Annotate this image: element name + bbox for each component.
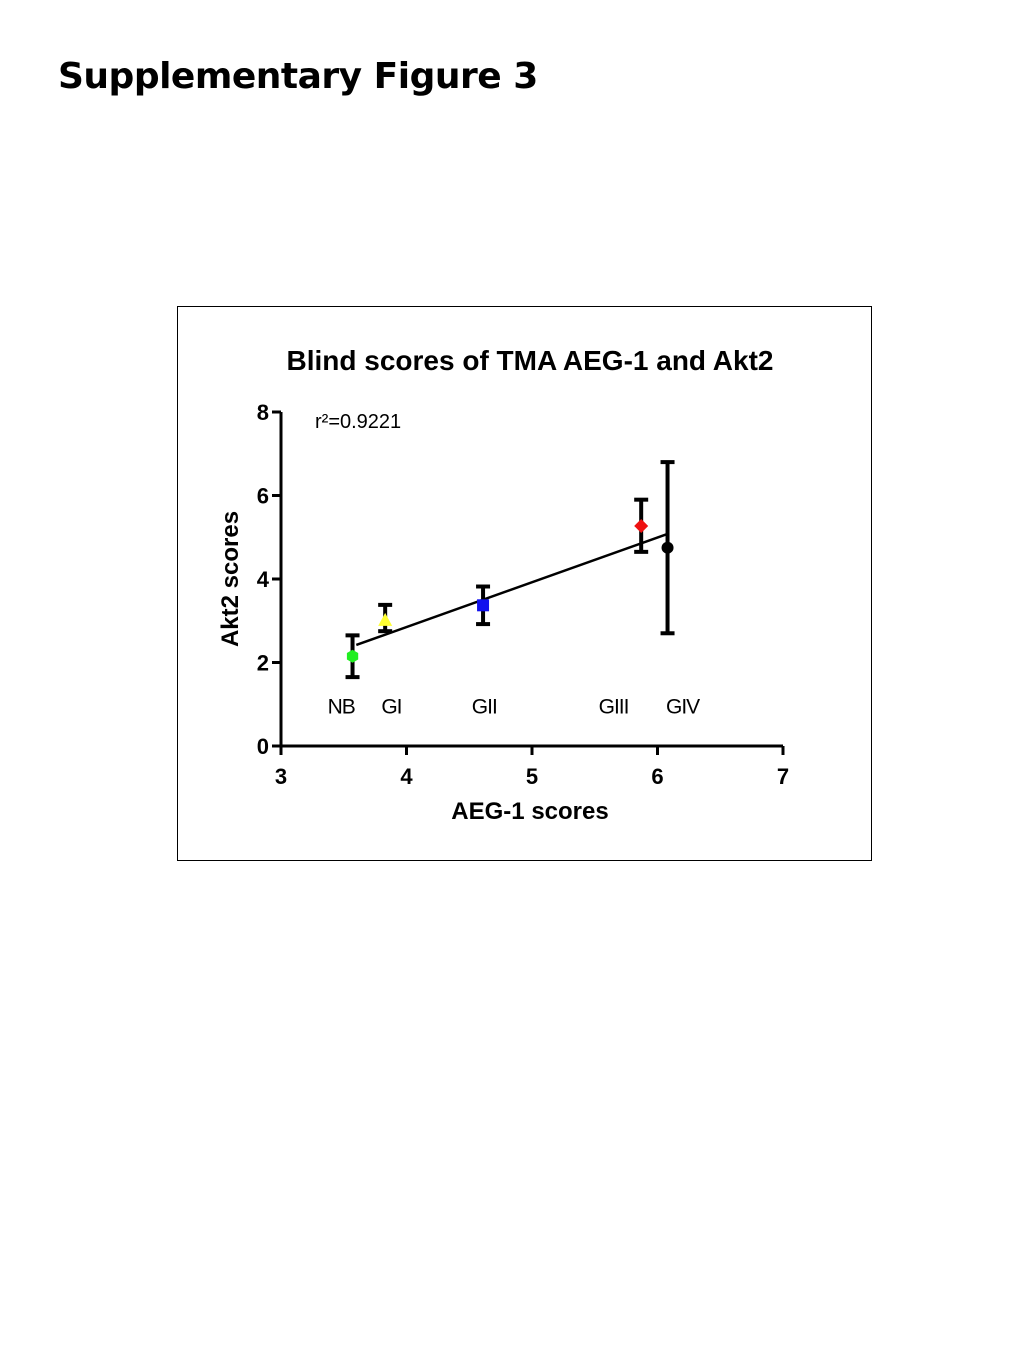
data-point-gii — [476, 584, 491, 627]
fit-line-group — [355, 532, 668, 647]
data-point-giii — [634, 497, 649, 554]
x-tick-label: 3 — [275, 764, 287, 789]
x-axis-label: AEG-1 scores — [451, 798, 608, 825]
regression-line — [355, 532, 668, 647]
x-tick-label: 5 — [526, 764, 538, 789]
marker-diamond — [634, 518, 649, 533]
data-point-giv — [660, 460, 675, 636]
y-tick-label: 6 — [257, 484, 269, 509]
x-tick-label: 4 — [400, 764, 413, 789]
y-tick-label: 2 — [257, 651, 269, 676]
chart-frame — [177, 306, 872, 861]
marker-triangle — [378, 612, 393, 626]
x-tick-label: 7 — [777, 764, 789, 789]
y-axis-label: Akt2 scores — [217, 511, 244, 647]
category-labels: NB GI GII GIII GIV — [328, 695, 702, 718]
category-label-gi: GI — [381, 695, 401, 718]
category-label-giv: GIV — [666, 695, 700, 718]
y-tick-label: 8 — [257, 400, 269, 425]
data-points — [345, 460, 675, 680]
x-tick-label: 6 — [651, 764, 663, 789]
axes: 3 4 5 6 7 0 2 4 6 8 — [257, 400, 789, 789]
data-point-nb — [345, 633, 360, 680]
marker-circle — [661, 541, 674, 554]
r-squared-annotation: r²=0.9221 — [315, 411, 401, 433]
category-label-giii: GIII — [599, 695, 629, 718]
chart-title: Blind scores of TMA AEG-1 and Akt2 — [287, 345, 774, 376]
y-tick-label: 0 — [257, 734, 269, 759]
category-label-nb: NB — [328, 695, 355, 718]
marker-hexagon — [346, 649, 359, 663]
y-tick-label: 4 — [257, 567, 270, 592]
marker-square — [477, 599, 490, 612]
data-point-gi — [378, 602, 393, 634]
page-title: Supplementary Figure 3 — [58, 56, 538, 97]
category-label-gii: GII — [472, 695, 497, 718]
